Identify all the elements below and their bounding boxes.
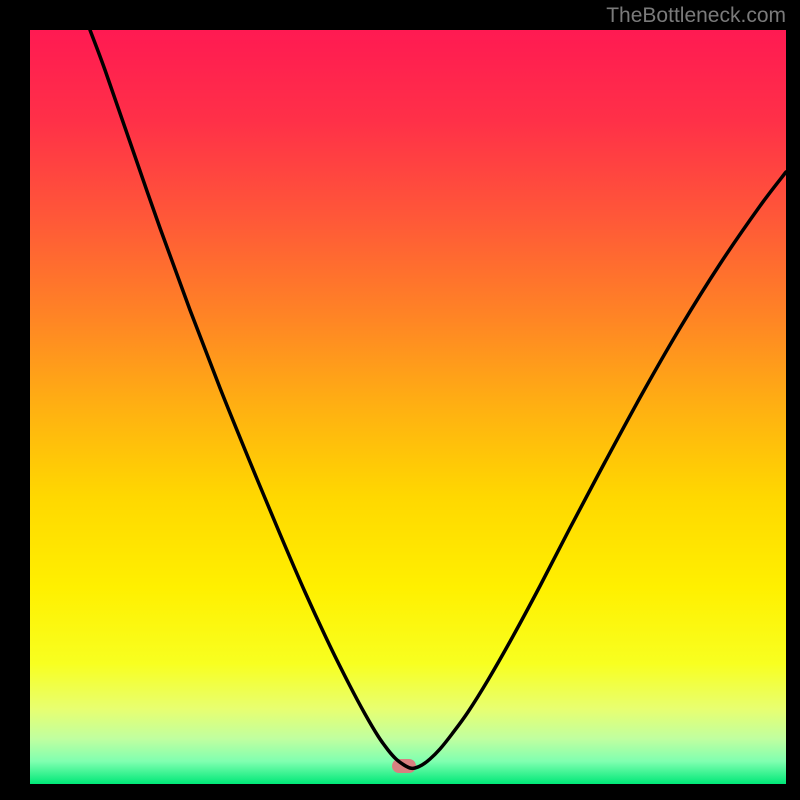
chart-plot-area — [30, 30, 786, 784]
watermark-text: TheBottleneck.com — [606, 4, 786, 28]
bottleneck-curve — [30, 30, 786, 784]
